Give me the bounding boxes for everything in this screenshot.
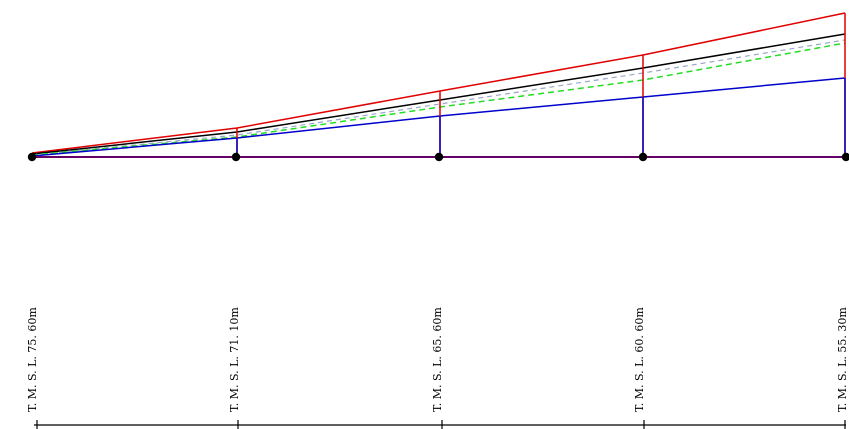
station-node-5 — [841, 152, 849, 162]
elevation-label-2: T. M. S. L. 71. 10m — [228, 307, 241, 412]
station-scale — [34, 420, 846, 429]
elevation-label-5: T. M. S. L. 55. 30m — [836, 307, 849, 412]
station-nodes — [27, 152, 849, 162]
vertical-posts — [236, 13, 846, 157]
station-node-2 — [231, 152, 241, 162]
grey-dashed-line — [31, 39, 846, 156]
elevation-label-3: T. M. S. L. 65. 60m — [431, 307, 444, 412]
station-node-4 — [638, 152, 648, 162]
black-envelope-line — [31, 33, 846, 155]
station-node-3 — [434, 152, 444, 162]
curves-group — [31, 12, 846, 157]
station-node-1 — [27, 152, 37, 162]
elevation-label-1: T. M. S. L. 75. 60m — [26, 307, 39, 412]
red-envelope-line — [31, 12, 846, 154]
elevation-labels: T. M. S. L. 75. 60m T. M. S. L. 71. 10m … — [26, 307, 849, 412]
elevation-label-4: T. M. S. L. 60. 60m — [633, 307, 646, 412]
